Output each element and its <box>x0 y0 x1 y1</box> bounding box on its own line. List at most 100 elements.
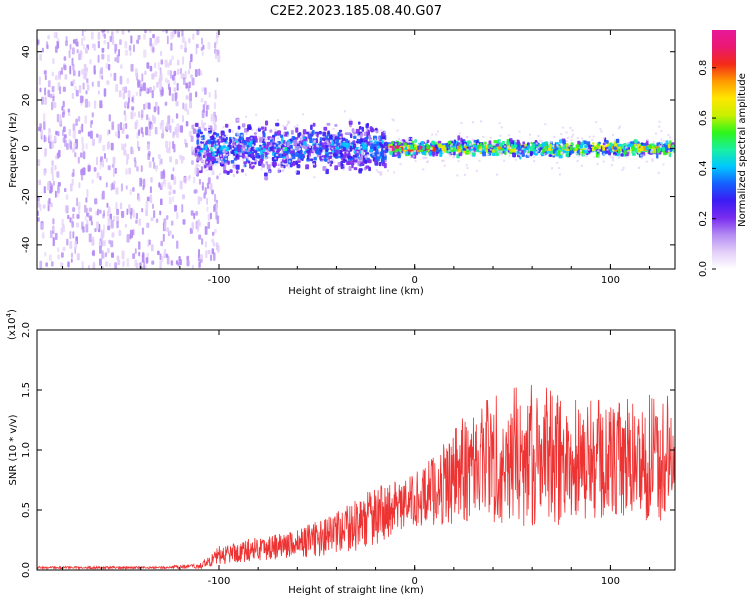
spectral-cell <box>186 255 190 261</box>
spectral-cell <box>550 141 553 143</box>
spectral-cell <box>126 234 130 243</box>
spectral-cell <box>77 116 81 122</box>
spectral-cell <box>245 137 250 143</box>
spectral-cell <box>551 167 553 170</box>
spectral-cell <box>268 170 271 173</box>
spectral-cell <box>456 174 459 177</box>
spectral-cell <box>55 75 58 81</box>
spectral-cell <box>241 168 244 173</box>
spectral-cell <box>57 185 60 194</box>
spectral-cell <box>43 169 46 176</box>
spectral-cell <box>307 154 310 160</box>
spectral-cell <box>223 169 227 174</box>
spectral-cell <box>641 157 644 160</box>
spectral-cell <box>255 129 258 132</box>
spectral-cell <box>542 148 545 153</box>
spectral-cell <box>550 150 554 154</box>
spectral-cell <box>206 154 210 158</box>
spectral-cell <box>242 140 247 144</box>
spectral-cell <box>225 123 229 128</box>
spectral-cell <box>111 121 115 131</box>
spectral-cell <box>313 163 315 166</box>
spectral-cell <box>150 177 153 183</box>
spectral-cell <box>47 35 50 40</box>
spectral-cell <box>335 149 339 155</box>
spectral-cell <box>194 123 199 127</box>
spectral-cell <box>59 86 62 95</box>
spectral-cell <box>53 31 57 39</box>
spectral-cell <box>67 214 70 220</box>
spectral-cell <box>351 163 354 169</box>
spectral-cell <box>94 228 97 233</box>
spectral-cell <box>360 146 363 149</box>
spectral-cell <box>242 148 245 151</box>
spectral-cell <box>325 149 328 153</box>
spectral-cell <box>435 133 438 136</box>
spectral-cell <box>211 147 214 150</box>
spectral-cell <box>299 149 303 153</box>
spectral-cell <box>146 114 149 121</box>
spectral-cell <box>366 122 369 127</box>
spectral-cell <box>658 120 661 123</box>
spectral-cell <box>240 134 243 137</box>
spectral-cell <box>93 43 96 51</box>
spectral-cell <box>200 196 203 202</box>
spectral-cell <box>274 149 277 151</box>
spectral-cell <box>335 138 340 143</box>
spectral-cell <box>409 156 412 159</box>
spectral-cell <box>276 142 279 145</box>
spectral-cell <box>209 143 212 146</box>
spectral-cell <box>51 86 55 93</box>
spectral-cell <box>286 124 288 127</box>
spectral-cell <box>134 68 138 77</box>
spectral-cell <box>309 146 311 148</box>
spectral-cell <box>296 164 301 169</box>
spectral-cell <box>312 149 315 152</box>
spectral-cell <box>318 131 322 135</box>
spectral-cell <box>499 134 502 137</box>
spectral-cell <box>403 145 405 148</box>
spectral-cell <box>172 189 176 194</box>
spectral-cell <box>209 125 213 131</box>
spectral-cell <box>130 111 134 120</box>
spectral-cell <box>155 166 158 172</box>
spectral-cell <box>519 150 522 153</box>
spectral-cell <box>283 152 287 156</box>
spectral-cell <box>612 159 615 162</box>
spectral-cell <box>516 150 519 155</box>
spectral-cell <box>323 126 328 131</box>
spectral-cell <box>51 173 54 181</box>
spectral-cell <box>93 65 96 74</box>
spectral-cell <box>101 47 105 53</box>
spectral-cell <box>580 153 583 156</box>
spectral-cell <box>422 168 425 171</box>
spectral-cell <box>146 252 150 258</box>
spectral-cell <box>120 183 123 192</box>
spectral-cell <box>100 67 103 75</box>
spectral-cell <box>366 154 369 157</box>
spectral-cell <box>287 166 290 169</box>
spectral-cell <box>322 166 327 171</box>
spectral-cell <box>198 147 202 151</box>
spectral-cell <box>496 139 499 145</box>
spectral-cell <box>264 126 267 132</box>
spectral-cell <box>184 41 187 48</box>
spectral-cell <box>202 122 207 126</box>
spectral-cell <box>192 33 195 40</box>
spectral-cell <box>249 163 252 169</box>
spectral-cell <box>77 156 80 164</box>
spectral-cell <box>435 149 440 153</box>
spectral-cell <box>367 141 371 146</box>
spectral-cell <box>570 135 573 138</box>
spectral-cell <box>216 146 219 149</box>
spectral-cell <box>622 166 625 169</box>
spectral-cell <box>125 123 128 129</box>
spectral-cell <box>99 245 102 254</box>
spectral-cell <box>560 133 563 136</box>
spectral-cell <box>288 160 291 163</box>
spectral-cell <box>553 135 556 138</box>
spectral-cell <box>126 158 129 165</box>
spectral-cell <box>172 196 175 202</box>
spectral-cell <box>235 164 240 170</box>
spectral-cell <box>538 139 541 142</box>
